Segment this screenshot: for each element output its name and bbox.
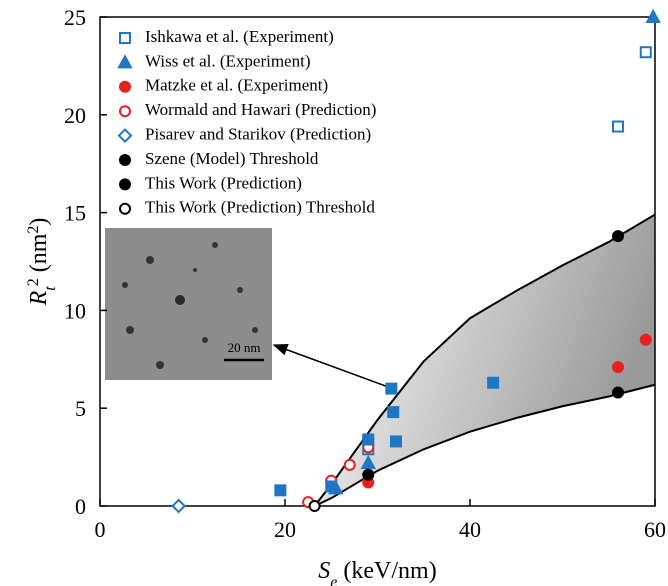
data-point [487,376,500,389]
legend-label: This Work (Prediction) [145,173,302,192]
y-tick-label: 0 [75,494,86,519]
data-point [385,382,398,395]
y-tick-label: 20 [64,103,86,128]
scale-label: 20 nm [228,340,261,355]
data-point [308,500,321,512]
y-axis-label: Rt2 (nm2) [25,218,59,307]
legend-marker [117,54,133,69]
legend-label: Wiss et al. (Experiment) [145,51,310,70]
legend-marker [119,105,131,118]
data-point [360,454,376,469]
y-label-part: t [42,286,59,291]
y-tick-label: 15 [64,201,86,226]
inset: 20 nm [105,228,272,380]
y-label-part: 2 [25,226,42,234]
y-tick-label: 10 [64,298,86,323]
x-tick-label: 40 [459,517,481,542]
data-point [390,435,402,448]
data-point [343,458,356,471]
data-point [612,386,624,399]
legend-label: Szene (Model) Threshold [145,149,319,168]
data-point [171,498,187,514]
data-point [612,361,624,374]
data-point [387,406,400,419]
legend-marker [117,128,133,144]
legend-label: Wormald and Hawari (Prediction) [145,100,376,119]
legend-marker [119,32,131,44]
plot-frame [99,16,656,507]
y-tick-label: 25 [64,5,86,30]
x-tick-label: 60 [644,517,666,542]
y-label-part: (nm [26,233,52,278]
arrow [272,344,392,389]
curve-lower [314,383,656,507]
data-point [274,484,287,497]
x-tick-label: 20 [274,517,296,542]
x-axis-label: Se (keV/nm) [318,558,436,586]
y-label-part: R [26,290,52,306]
data-point [362,468,375,481]
data-point [325,480,338,493]
y-label-part: ) [26,218,52,226]
data-point [645,8,661,23]
x-label-part: (keV/nm) [337,558,436,584]
data-point [639,333,652,346]
y-tick-label: 5 [75,396,86,421]
legend-label: Matzke et al. (Experiment) [145,76,328,95]
legend-marker [119,202,131,215]
band-fill [314,214,655,506]
data-point [639,46,652,59]
data-point [362,433,375,446]
x-label-part: e [330,574,337,586]
data-point [612,230,624,243]
y-label-part: 2 [25,278,42,286]
legend-label: This Work (Prediction) Threshold [145,198,375,217]
legend-label: Pisarev and Starikov (Prediction) [145,125,371,144]
x-tick-label: 0 [95,517,106,542]
legend-marker [119,154,131,166]
legend-marker [119,80,131,93]
x-label-part: S [318,558,330,584]
legend-marker [119,178,131,191]
legend-label: Ishkawa et al. (Experiment) [145,27,334,46]
data-point [612,120,624,133]
